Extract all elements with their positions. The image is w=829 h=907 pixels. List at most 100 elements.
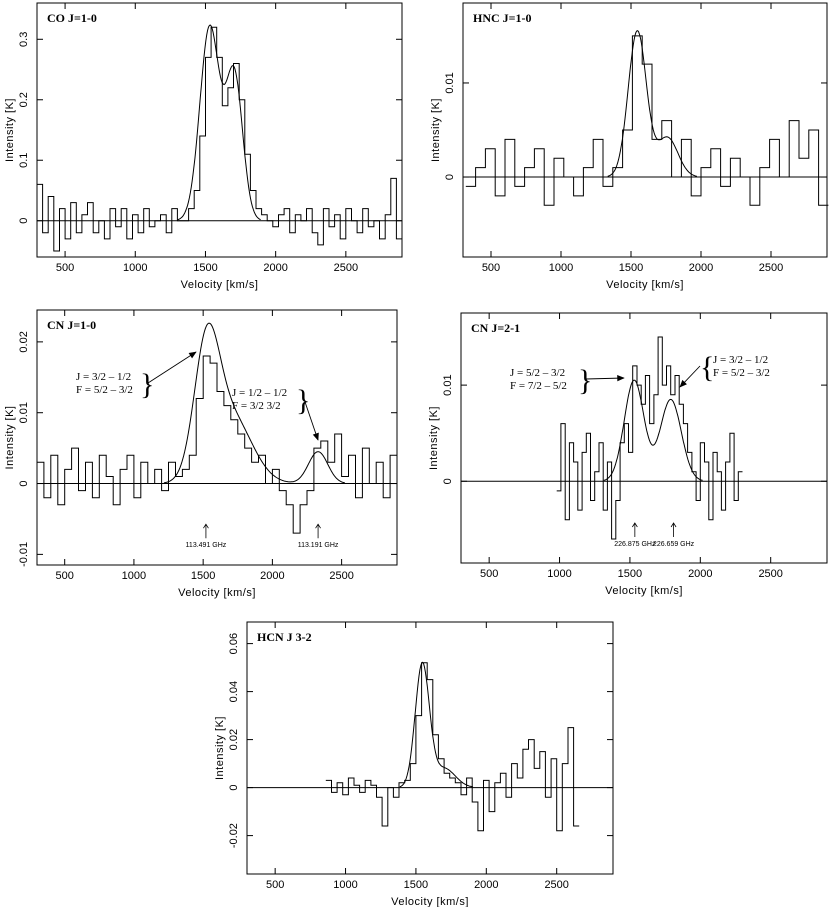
x-tick-label: 500	[56, 570, 74, 582]
x-tick-label: 1500	[404, 879, 428, 891]
frequency-marker-label: 113.191 GHz	[298, 542, 339, 549]
gaussian-fit-curve	[607, 30, 698, 177]
transition-label-j: J = 1/2 – 1/2	[232, 387, 287, 399]
x-tick-label: 1000	[333, 879, 357, 891]
gaussian-fit-curve	[163, 322, 345, 484]
x-tick-label: 1500	[193, 262, 217, 274]
x-tick-label: 2000	[474, 879, 498, 891]
transition-brace: {	[700, 351, 714, 384]
y-tick-label: 0.02	[228, 729, 240, 750]
x-tick-label: 1000	[547, 568, 571, 580]
y-tick-label: 0.3	[18, 32, 30, 47]
cn10-panel: 500 1000 1500 2000 2500 -0.01 0 0.01 0.02 Velocit…	[4, 309, 398, 599]
y-tick-label: 0.01	[442, 374, 454, 395]
x-tick-label: 2000	[688, 568, 712, 580]
transition-brace: }	[296, 384, 310, 417]
transition-brace: }	[140, 368, 154, 401]
hnc-panel: 500 1000 1500 2000 2500 0 0.01 Velocity [km/s] I…	[430, 2, 829, 291]
transition-label-f: F = 3/2 3/2	[232, 400, 281, 412]
frequency-marker-arrowhead	[670, 522, 677, 528]
co-panel: 500 1000 1500 2000 2500 0 0.1 0.2 0.3 Velocity [k…	[4, 2, 403, 291]
plot-frame	[36, 309, 398, 566]
y-axis-title: Intensity [K]	[430, 98, 442, 162]
x-tick-label: 2500	[329, 570, 353, 582]
x-tick-label: 1500	[618, 568, 642, 580]
x-tick-label: 2500	[758, 568, 782, 580]
hcn-panel: 500 1000 1500 2000 2500 -0.02 0 0.02 0.04 0.06 Vel…	[214, 621, 614, 907]
panel-title: HCN J 3-2	[257, 630, 312, 644]
y-tick-label: 0	[444, 174, 456, 180]
plot-frame	[36, 2, 403, 258]
panel-title: CO J=1-0	[47, 11, 97, 25]
spectrum-histogram	[37, 26, 402, 252]
y-tick-label: 0.04	[228, 681, 240, 702]
x-axis-title: Velocity [km/s]	[606, 279, 684, 291]
panel-title: HNC J=1-0	[473, 11, 532, 25]
x-tick-label: 1500	[191, 570, 215, 582]
y-tick-label: 0	[18, 218, 30, 224]
spectrum-histogram	[37, 355, 397, 534]
x-tick-label: 2500	[544, 879, 568, 891]
x-tick-label: 500	[266, 879, 284, 891]
x-tick-label: 1000	[122, 570, 146, 582]
transition-arrowhead	[617, 375, 625, 382]
y-tick-label: 0.06	[228, 633, 240, 654]
transition-label-j: J = 5/2 – 3/2	[510, 367, 565, 379]
x-tick-label: 500	[482, 262, 500, 274]
plot-frame	[460, 312, 828, 564]
panel-title: CN J=1-0	[47, 318, 96, 332]
y-tick-label: 0.01	[444, 72, 456, 93]
x-tick-label: 2000	[260, 570, 284, 582]
y-axis-title: Intensity [K]	[4, 406, 16, 470]
y-axis-title: Intensity [K]	[428, 406, 440, 470]
x-axis-title: Velocity [km/s]	[391, 896, 469, 907]
y-tick-label: 0.02	[18, 331, 30, 352]
plot-frame	[246, 621, 614, 875]
transition-brace: }	[578, 364, 592, 397]
x-tick-label: 2500	[759, 262, 783, 274]
x-axis-title: Velocity [km/s]	[181, 279, 259, 291]
frequency-marker-label: 226.875 GHz	[614, 541, 656, 548]
x-axis-title: Velocity [km/s]	[178, 587, 256, 599]
panel-title: CN J=2-1	[471, 321, 520, 335]
y-tick-label: 0.2	[18, 92, 30, 107]
x-tick-label: 2500	[334, 262, 358, 274]
cn21-panel: 500 1000 1500 2000 2500 0 0.01 Velocity [km/s] I…	[428, 312, 828, 597]
y-tick-label: -0.01	[18, 542, 30, 567]
gaussian-fit-curve	[399, 661, 474, 788]
x-axis-title: Velocity [km/s]	[605, 585, 683, 597]
frequency-marker-arrowhead	[632, 522, 638, 528]
gaussian-fit-curve	[177, 24, 261, 221]
y-axis-title: Intensity [K]	[214, 716, 226, 780]
transition-label-j: J = 3/2 – 1/2	[76, 371, 131, 383]
x-tick-label: 500	[480, 568, 498, 580]
transition-arrowhead	[188, 351, 197, 359]
spectrum-histogram	[465, 35, 829, 206]
frequency-marker-label: 113.491 GHz	[186, 542, 227, 549]
x-tick-label: 1000	[549, 262, 573, 274]
y-tick-label: -0.02	[228, 823, 240, 848]
transition-arrow	[303, 398, 319, 441]
transition-label-f: F = 7/2 – 5/2	[510, 380, 567, 392]
plot-frame	[462, 2, 828, 258]
transition-label-f: F = 5/2 – 3/2	[76, 384, 133, 396]
transition-arrow	[147, 351, 197, 384]
frequency-marker-arrowhead	[203, 523, 209, 529]
spectrum-histogram	[325, 662, 580, 832]
y-tick-label: 0	[442, 478, 454, 484]
transition-label-j: J = 3/2 – 1/2	[713, 354, 768, 366]
y-tick-label: 0.1	[18, 153, 30, 168]
x-tick-label: 2000	[263, 262, 287, 274]
transition-arrowhead	[312, 432, 319, 441]
y-tick-label: 0.01	[18, 402, 30, 423]
frequency-marker-label: 226.659 GHz	[653, 541, 695, 548]
y-tick-label: 0	[228, 785, 240, 791]
x-tick-label: 2000	[689, 262, 713, 274]
gaussian-fit-curve	[603, 379, 703, 481]
y-tick-label: 0	[18, 480, 30, 486]
transition-label-f: F = 5/2 – 3/2	[713, 367, 770, 379]
x-tick-label: 1500	[619, 262, 643, 274]
transition-arrowhead	[679, 379, 687, 388]
x-tick-label: 500	[56, 262, 74, 274]
